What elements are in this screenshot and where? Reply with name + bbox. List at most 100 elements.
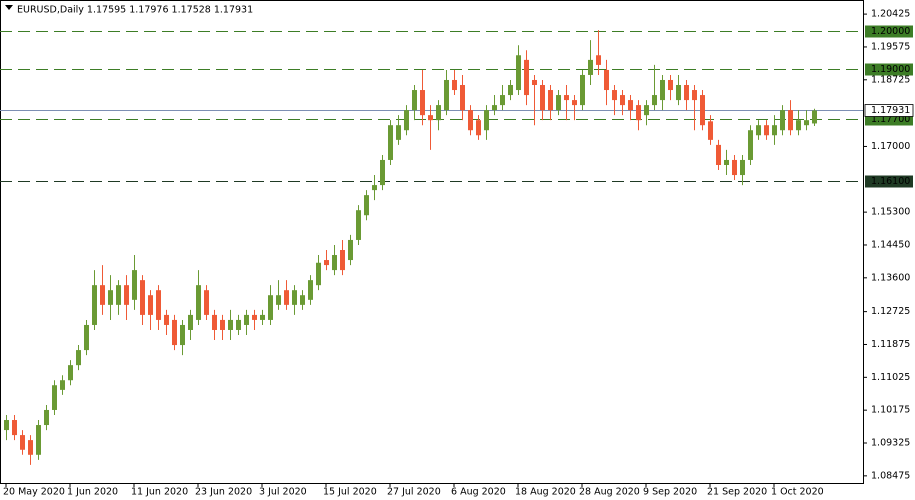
candle-body bbox=[380, 159, 385, 186]
candle-body bbox=[68, 365, 73, 381]
level-label: 1.16100 bbox=[871, 176, 910, 187]
candle-body bbox=[244, 314, 249, 325]
candle-body bbox=[36, 425, 41, 455]
candle-body bbox=[20, 435, 25, 450]
candle-body bbox=[436, 105, 441, 121]
candle-body bbox=[180, 324, 185, 346]
candle-body bbox=[140, 280, 145, 315]
level-label: 1.20000 bbox=[871, 26, 910, 37]
candle-body bbox=[220, 319, 225, 330]
candle-body bbox=[84, 324, 89, 351]
y-tick-label: 1.18725 bbox=[871, 74, 910, 85]
candle-body bbox=[804, 120, 809, 126]
level-label-box bbox=[865, 175, 913, 188]
y-tick-label: 1.12725 bbox=[871, 306, 910, 317]
level-label-box bbox=[865, 25, 913, 38]
candle-body bbox=[292, 290, 297, 305]
y-tick-label: 1.11025 bbox=[871, 372, 910, 383]
candle-body bbox=[476, 120, 481, 136]
candle-body bbox=[12, 420, 17, 436]
y-tick-label: 1.10175 bbox=[871, 405, 910, 416]
candle-body bbox=[204, 290, 209, 315]
candle-body bbox=[100, 285, 105, 305]
candle-body bbox=[748, 130, 753, 160]
candle-body bbox=[724, 159, 729, 165]
candle-body bbox=[692, 90, 697, 101]
candle-body bbox=[252, 314, 257, 320]
candle-body bbox=[564, 95, 569, 101]
candle-body bbox=[388, 125, 393, 160]
candle-body bbox=[508, 85, 513, 96]
candle-body bbox=[444, 79, 449, 111]
candle-body bbox=[788, 110, 793, 131]
candle-body bbox=[236, 319, 241, 330]
candle-body bbox=[372, 185, 377, 191]
y-tick-label: 1.20425 bbox=[871, 9, 910, 20]
candle-body bbox=[324, 260, 329, 266]
candle-body bbox=[44, 409, 49, 426]
candle-body bbox=[636, 105, 641, 121]
x-tick-label: 23 Jun 2020 bbox=[195, 487, 252, 498]
y-tick-label: 1.11875 bbox=[871, 339, 910, 350]
candle-body bbox=[460, 85, 465, 111]
candle-body bbox=[596, 55, 601, 65]
candle-body bbox=[412, 90, 417, 111]
plot-frame bbox=[0, 0, 864, 484]
candle-body bbox=[644, 105, 649, 116]
candle-body bbox=[60, 380, 65, 390]
x-tick-label: 1 Jun 2020 bbox=[67, 487, 118, 498]
candle-body bbox=[420, 90, 425, 116]
candle-body bbox=[124, 285, 129, 305]
candle-body bbox=[4, 420, 9, 431]
candle-body bbox=[76, 350, 81, 366]
candle-body bbox=[108, 290, 113, 305]
candle-body bbox=[172, 319, 177, 346]
candle-body bbox=[92, 285, 97, 325]
candle-body bbox=[516, 55, 521, 91]
candle-body bbox=[668, 79, 673, 91]
bid-label: 1.17931 bbox=[871, 105, 910, 116]
bid-label-box bbox=[864, 104, 914, 117]
y-tick-label: 1.19575 bbox=[871, 41, 910, 52]
x-tick-label: 20 May 2020 bbox=[3, 487, 65, 498]
x-tick-label: 11 Jun 2020 bbox=[131, 487, 188, 498]
x-tick-label: 15 Jul 2020 bbox=[323, 487, 377, 498]
candle-body bbox=[260, 314, 265, 320]
candle-body bbox=[364, 195, 369, 216]
candle-body bbox=[452, 79, 457, 91]
x-tick-label: 21 Sep 2020 bbox=[707, 487, 767, 498]
y-tick-label: 1.09325 bbox=[871, 438, 910, 449]
x-tick-label: 28 Aug 2020 bbox=[579, 487, 640, 498]
chart-title: EURUSD,Daily 1.17595 1.17976 1.17528 1.1… bbox=[17, 5, 253, 16]
x-tick-label: 3 Jul 2020 bbox=[259, 487, 307, 498]
candle-body bbox=[228, 319, 233, 330]
candle-body bbox=[308, 280, 313, 300]
candle-body bbox=[628, 100, 633, 111]
candle-body bbox=[404, 110, 409, 131]
candle-body bbox=[580, 74, 585, 106]
candle-body bbox=[116, 285, 121, 305]
candle-body bbox=[684, 85, 689, 101]
candle-body bbox=[28, 440, 33, 455]
candle-body bbox=[572, 100, 577, 106]
y-tick-label: 1.14450 bbox=[871, 239, 910, 250]
candle-body bbox=[492, 105, 497, 111]
candle-body bbox=[740, 159, 745, 176]
candle-body bbox=[188, 314, 193, 330]
candle-body bbox=[772, 125, 777, 136]
y-tick-label: 1.17000 bbox=[871, 141, 910, 152]
candle-body bbox=[716, 144, 721, 165]
candle-body bbox=[676, 85, 681, 101]
x-tick-label: 6 Aug 2020 bbox=[451, 487, 506, 498]
candle-body bbox=[284, 290, 289, 305]
candle-body bbox=[540, 85, 545, 111]
candle-body bbox=[340, 250, 345, 271]
candle-body bbox=[300, 295, 305, 305]
candle-body bbox=[332, 255, 337, 271]
candle-body bbox=[52, 385, 57, 410]
x-tick-label: 27 Jul 2020 bbox=[387, 487, 441, 498]
x-tick-label: 1 Oct 2020 bbox=[771, 487, 824, 498]
candle-body bbox=[348, 239, 353, 261]
candle-body bbox=[164, 314, 169, 325]
